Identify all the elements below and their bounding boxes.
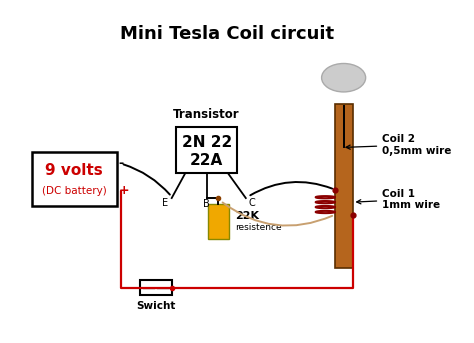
Text: resistence: resistence — [235, 223, 282, 232]
Text: Coil 1
1mm wire: Coil 1 1mm wire — [356, 189, 440, 210]
Title: Mini Tesla Coil circuit: Mini Tesla Coil circuit — [119, 25, 334, 43]
Text: B: B — [203, 199, 210, 210]
FancyBboxPatch shape — [176, 127, 237, 174]
Text: 2N 22: 2N 22 — [182, 135, 232, 150]
Text: (DC battery): (DC battery) — [42, 186, 107, 196]
Text: 22A: 22A — [190, 153, 223, 168]
FancyBboxPatch shape — [335, 104, 353, 268]
FancyBboxPatch shape — [208, 203, 229, 239]
Text: +: + — [119, 185, 129, 198]
FancyBboxPatch shape — [32, 152, 117, 206]
Text: E: E — [162, 198, 168, 208]
Text: 9 volts: 9 volts — [46, 163, 103, 178]
Text: C: C — [249, 198, 255, 208]
Text: Swicht: Swicht — [136, 301, 175, 311]
Text: -: - — [119, 157, 124, 170]
Circle shape — [321, 63, 365, 92]
Text: 22K: 22K — [235, 211, 259, 221]
FancyBboxPatch shape — [140, 280, 172, 295]
Text: Coil 2
0,5mm wire: Coil 2 0,5mm wire — [346, 134, 452, 155]
Text: Transistor: Transistor — [173, 108, 240, 121]
